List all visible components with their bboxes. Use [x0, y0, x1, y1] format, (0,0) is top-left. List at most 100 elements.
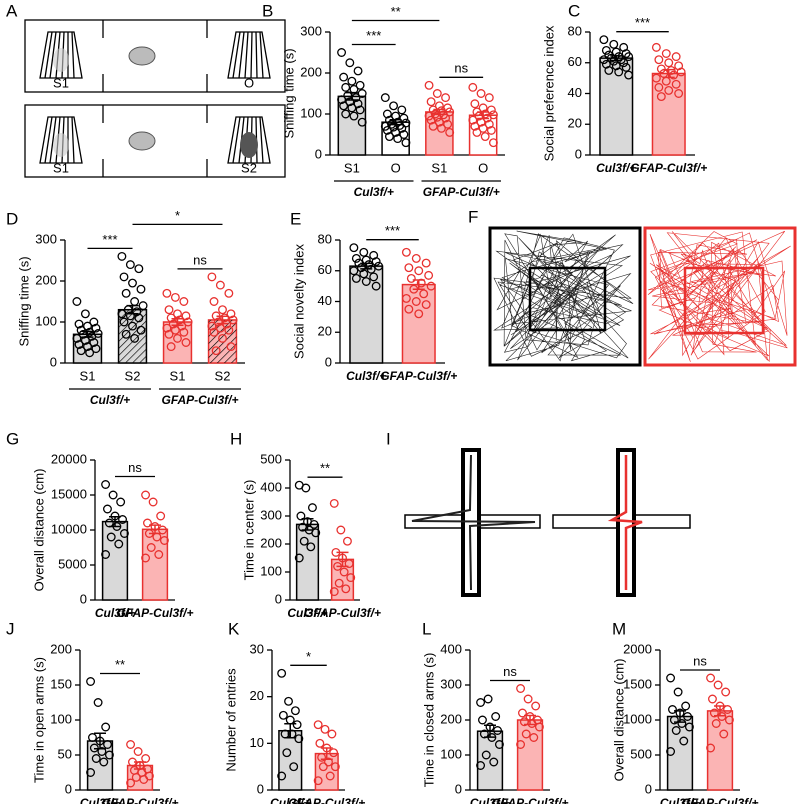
significance-label: ***: [102, 232, 117, 247]
data-point: [706, 743, 716, 753]
y-axis-label: Overall distance (cm): [31, 469, 46, 592]
data-point: [711, 719, 721, 728]
significance-label: ns: [503, 664, 517, 679]
data-point: [175, 315, 185, 325]
data-point: [470, 121, 480, 131]
data-point: [119, 529, 129, 538]
panel-letter: B: [262, 1, 273, 20]
data-point: [342, 536, 352, 546]
data-point: [89, 317, 99, 327]
y-tick-label: 40: [568, 85, 582, 100]
panel-letter: F: [468, 207, 478, 226]
data-point: [136, 284, 146, 294]
data-point: [355, 80, 365, 90]
data-point: [666, 673, 676, 683]
data-point: [619, 58, 629, 68]
y-tick-label: 60: [568, 54, 582, 69]
panel-f: F: [468, 207, 797, 367]
data-point: [101, 550, 111, 559]
data-point: [708, 694, 717, 704]
data-point: [337, 95, 347, 105]
data-point: [158, 525, 167, 535]
data-point: [126, 778, 136, 788]
data-point: [130, 333, 140, 343]
data-point: [130, 297, 140, 306]
group-label: Cul3f/+: [354, 185, 394, 199]
data-point: [399, 113, 409, 123]
data-point: [329, 587, 339, 597]
y-tick-label: 50: [58, 746, 72, 761]
data-point: [101, 480, 111, 489]
data-point: [534, 722, 544, 732]
data-point: [215, 323, 225, 333]
data-point: [382, 125, 392, 135]
data-point: [664, 85, 674, 95]
significance-label: ns: [454, 61, 468, 76]
data-point: [411, 297, 421, 306]
data-point: [476, 117, 486, 127]
y-tick-label: 400: [260, 479, 282, 494]
x-tick-label: GFAP-Cul3f/+: [288, 796, 365, 804]
data-point: [80, 336, 90, 345]
data-point: [179, 297, 189, 306]
data-point: [484, 93, 494, 103]
data-point: [624, 52, 634, 62]
data-point: [349, 111, 359, 121]
data-point: [706, 673, 716, 683]
data-point: [138, 301, 148, 311]
data-point: [432, 89, 442, 98]
data-point: [320, 724, 330, 734]
data-point: [426, 115, 436, 125]
data-point: [476, 761, 486, 770]
data-point: [341, 109, 351, 119]
data-point: [397, 105, 407, 115]
y-axis-label: Time in center (s): [241, 480, 256, 581]
chamber-label: S1: [53, 75, 69, 90]
significance-label: ***: [366, 28, 381, 43]
y-axis-label: Sniffing time (s): [16, 256, 31, 346]
data-point: [89, 338, 99, 347]
y-tick-label: 2000: [623, 641, 652, 656]
significance-label: ns: [128, 460, 142, 475]
data-point: [139, 775, 149, 784]
data-point: [173, 333, 182, 343]
data-point: [414, 309, 424, 319]
data-point: [282, 748, 292, 758]
data-point: [351, 93, 361, 103]
significance-label: ns: [693, 653, 707, 668]
significance-label: ***: [635, 15, 650, 30]
data-point: [424, 111, 434, 121]
data-point: [164, 329, 174, 339]
x-tick-label: S2: [125, 368, 141, 383]
data-point: [516, 740, 526, 749]
data-point: [159, 536, 169, 545]
x-tick-label: Cul3f/+: [470, 796, 510, 804]
x-tick-label: O: [391, 160, 401, 175]
data-point: [220, 313, 230, 323]
data-point: [207, 321, 217, 331]
data-point: [476, 89, 486, 98]
y-tick-label: 20000: [51, 451, 87, 466]
y-tick-label: 200: [440, 711, 462, 726]
significance-label: ***: [385, 223, 400, 238]
data-point: [85, 348, 95, 358]
data-point: [156, 511, 166, 521]
data-point: [416, 278, 426, 288]
data-point: [651, 73, 661, 83]
y-tick-label: 5000: [58, 556, 87, 571]
panel-letter: C: [568, 1, 580, 20]
data-point: [664, 58, 674, 68]
data-point: [483, 694, 493, 704]
y-tick-label: 15000: [51, 486, 87, 501]
data-point: [179, 327, 189, 337]
data-point: [675, 708, 685, 718]
data-point: [353, 99, 363, 109]
data-point: [529, 733, 539, 742]
data-point: [472, 107, 482, 117]
data-point: [681, 701, 691, 711]
data-point: [609, 39, 619, 49]
data-point: [717, 712, 727, 721]
data-point: [224, 288, 234, 298]
panel-letter: M: [612, 619, 626, 638]
data-point: [347, 103, 357, 113]
